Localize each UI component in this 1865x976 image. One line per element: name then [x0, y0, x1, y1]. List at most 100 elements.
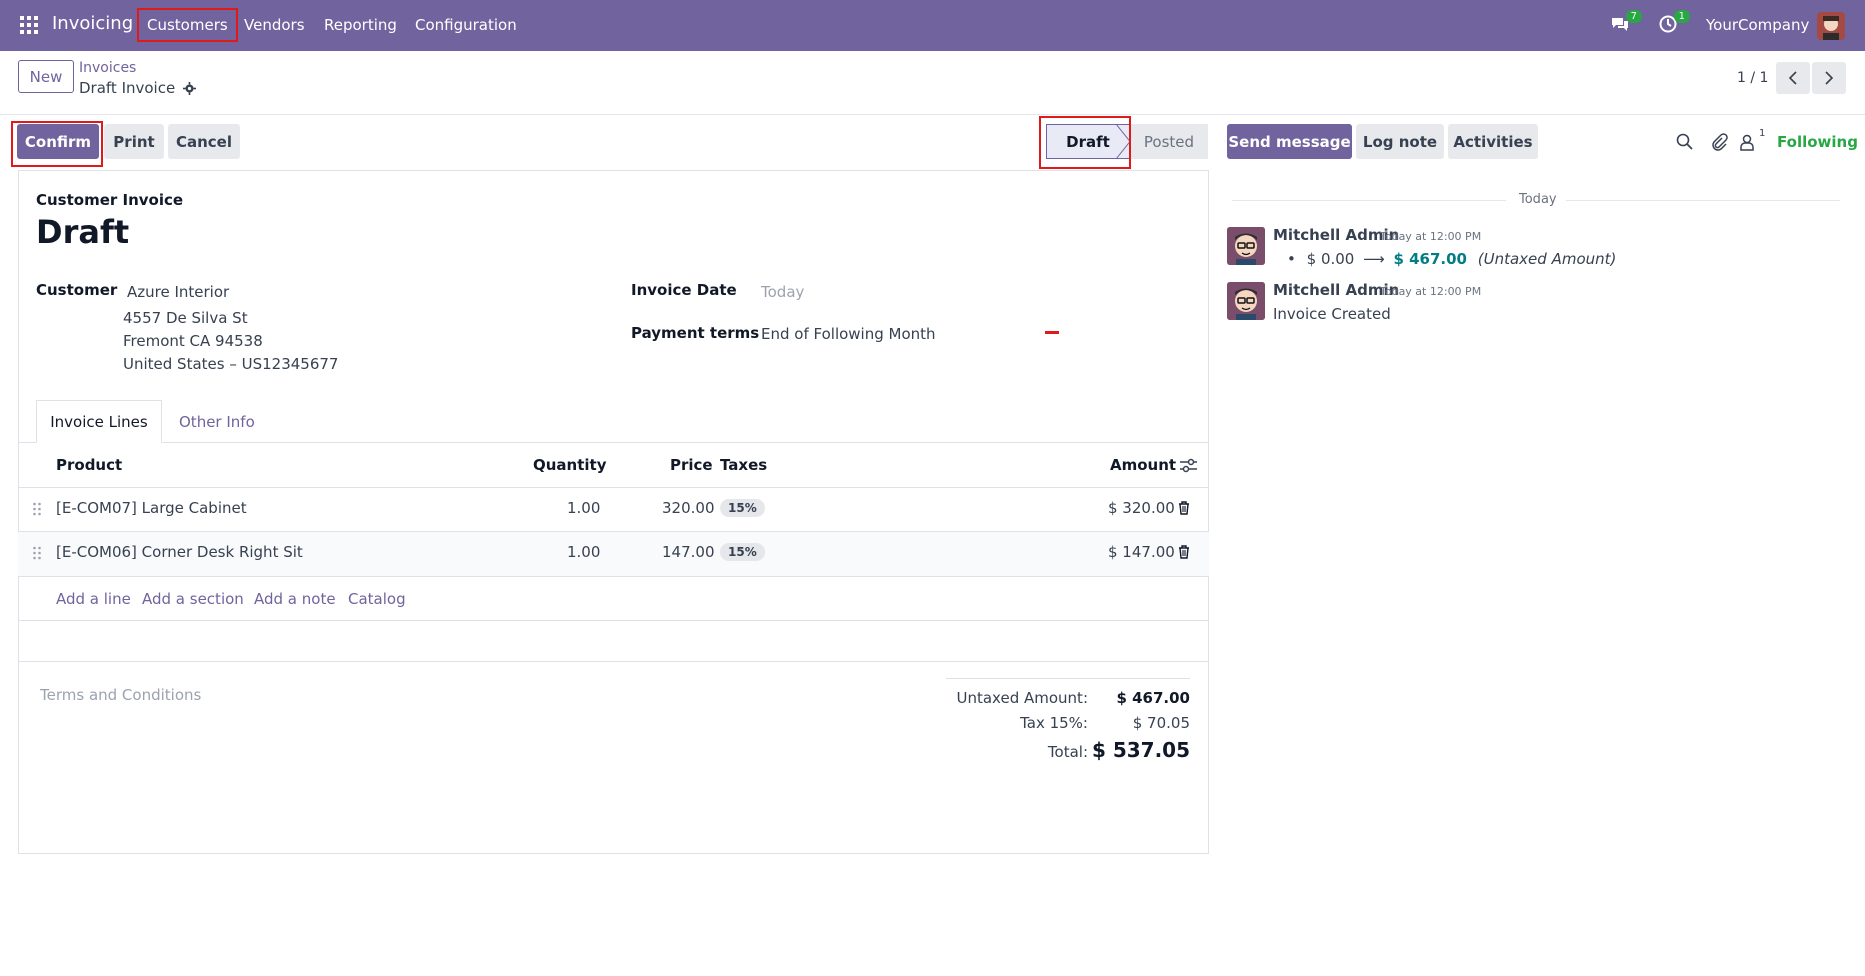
arrow-right-icon: ⟶ — [1363, 250, 1385, 268]
line-price[interactable]: 320.00 — [662, 499, 715, 517]
lines-footer-separator — [18, 620, 1209, 662]
top-navbar: Invoicing Customers Vendors Reporting Co… — [0, 0, 1865, 51]
invoice-date-input[interactable]: Today — [761, 283, 805, 301]
line-product[interactable]: [E-COM06] Corner Desk Right Sit — [56, 543, 303, 561]
terms-conditions-input[interactable]: Terms and Conditions — [40, 686, 202, 704]
line-tax-badge[interactable]: 15% — [720, 499, 765, 517]
pager-next-icon[interactable] — [1812, 62, 1846, 94]
app-name[interactable]: Invoicing — [52, 13, 134, 34]
user-avatar[interactable] — [1817, 12, 1845, 40]
totals-divider — [946, 678, 1190, 679]
total-value: $ 537.05 — [1091, 738, 1190, 762]
gear-icon[interactable] — [183, 81, 197, 95]
chatter-date-separator: Today — [1519, 192, 1557, 207]
column-quantity[interactable]: Quantity — [533, 456, 607, 474]
activities-clock-icon[interactable]: 1 — [1658, 10, 1690, 36]
invoice-sheet — [18, 170, 1209, 854]
breadcrumb-current: Draft Invoice — [79, 79, 197, 97]
invoice-date-label: Invoice Date — [631, 281, 737, 299]
add-section-link[interactable]: Add a section — [142, 590, 244, 608]
message-time: Today at 12:00 PM — [1380, 285, 1482, 298]
messages-badge: 7 — [1625, 10, 1642, 23]
tax-label: Tax 15%: — [1020, 714, 1088, 732]
log-note-button[interactable]: Log note — [1356, 124, 1444, 159]
author-avatar[interactable] — [1227, 227, 1265, 265]
column-product[interactable]: Product — [56, 456, 123, 474]
document-type: Customer Invoice — [36, 191, 184, 209]
message-body: Invoice Created — [1273, 305, 1391, 323]
customer-address-line2: Fremont CA 94538 — [123, 332, 263, 350]
message-author[interactable]: Mitchell Admin — [1273, 226, 1400, 244]
tab-invoice-lines[interactable]: Invoice Lines — [36, 400, 162, 443]
invalid-field-marker — [1045, 331, 1059, 334]
new-value: $ 467.00 — [1393, 250, 1467, 268]
send-message-button[interactable]: Send message — [1227, 124, 1352, 159]
menu-vendors[interactable]: Vendors — [244, 16, 305, 34]
control-panel: New Invoices Draft Invoice 1 / 1 — [0, 51, 1865, 115]
cancel-button[interactable]: Cancel — [168, 124, 240, 159]
date-divider-left — [1232, 200, 1506, 201]
trash-icon[interactable] — [1178, 545, 1190, 559]
line-tax-badge[interactable]: 15% — [720, 543, 765, 561]
total-label: Total: — [1047, 743, 1088, 761]
column-amount[interactable]: Amount — [1110, 456, 1177, 474]
line-amount: $ 147.00 — [1108, 543, 1175, 561]
draft-highlight — [1039, 116, 1131, 169]
breadcrumb-invoices[interactable]: Invoices — [79, 60, 137, 76]
drag-handle-icon[interactable] — [32, 546, 42, 560]
column-taxes[interactable]: Taxes — [720, 456, 768, 474]
column-settings-icon[interactable] — [1180, 458, 1197, 473]
following-button[interactable]: Following — [1777, 133, 1858, 151]
untaxed-amount-value: $ 467.00 — [1116, 689, 1190, 707]
activities-badge: 1 — [1673, 10, 1690, 23]
author-avatar[interactable] — [1227, 282, 1265, 320]
line-quantity[interactable]: 1.00 — [567, 543, 601, 561]
message-time: Today at 12:00 PM — [1380, 230, 1482, 243]
customer-field[interactable]: Azure Interior — [127, 283, 230, 301]
messages-icon[interactable]: 7 — [1610, 10, 1642, 36]
menu-configuration[interactable]: Configuration — [415, 16, 517, 34]
old-value: $ 0.00 — [1306, 250, 1355, 268]
column-price[interactable]: Price — [670, 456, 713, 474]
confirm-button[interactable]: Confirm — [17, 124, 99, 159]
drag-handle-icon[interactable] — [32, 502, 42, 516]
catalog-link[interactable]: Catalog — [348, 590, 406, 608]
untaxed-amount-label: Untaxed Amount: — [956, 689, 1089, 707]
apps-grid-icon[interactable] — [20, 16, 38, 34]
status-posted[interactable]: Posted — [1130, 124, 1208, 159]
tax-value: $ 70.05 — [1132, 714, 1190, 732]
trash-icon[interactable] — [1178, 501, 1190, 515]
payment-terms-field[interactable]: End of Following Month — [761, 325, 936, 343]
tabs-divider — [18, 442, 1209, 443]
message-author[interactable]: Mitchell Admin — [1273, 281, 1400, 299]
line-quantity[interactable]: 1.00 — [567, 499, 601, 517]
tracked-field: (Untaxed Amount) — [1477, 250, 1617, 268]
pager-value[interactable]: 1 / 1 — [1737, 70, 1769, 86]
bullet: • — [1287, 250, 1296, 268]
followers-icon[interactable] — [1738, 133, 1756, 151]
customer-address-line3: United States – US12345677 — [123, 355, 339, 373]
search-icon[interactable] — [1676, 133, 1694, 151]
add-note-link[interactable]: Add a note — [254, 590, 336, 608]
header-divider — [18, 487, 1209, 488]
tab-other-info[interactable]: Other Info — [179, 413, 255, 431]
company-switcher[interactable]: YourCompany — [1706, 16, 1810, 34]
menu-reporting[interactable]: Reporting — [324, 16, 397, 34]
tracking-change: • $ 0.00 ⟶ $ 467.00 (Untaxed Amount) — [1287, 250, 1616, 268]
line-price[interactable]: 147.00 — [662, 543, 715, 561]
print-button[interactable]: Print — [104, 124, 164, 159]
confirm-highlight — [11, 121, 103, 167]
customer-address-line1: 4557 De Silva St — [123, 309, 248, 327]
line-product[interactable]: [E-COM07] Large Cabinet — [56, 499, 247, 517]
breadcrumb-current-label: Draft Invoice — [79, 79, 176, 97]
date-divider-right — [1566, 200, 1840, 201]
new-button[interactable]: New — [18, 60, 74, 93]
activities-button[interactable]: Activities — [1448, 124, 1538, 159]
paperclip-icon[interactable] — [1710, 133, 1728, 151]
line-amount: $ 320.00 — [1108, 499, 1175, 517]
pager-previous-icon[interactable] — [1776, 62, 1810, 94]
row-divider — [18, 531, 1209, 532]
customer-label: Customer — [36, 281, 118, 299]
add-line-link[interactable]: Add a line — [56, 590, 131, 608]
menu-customers[interactable]: Customers — [137, 8, 238, 42]
